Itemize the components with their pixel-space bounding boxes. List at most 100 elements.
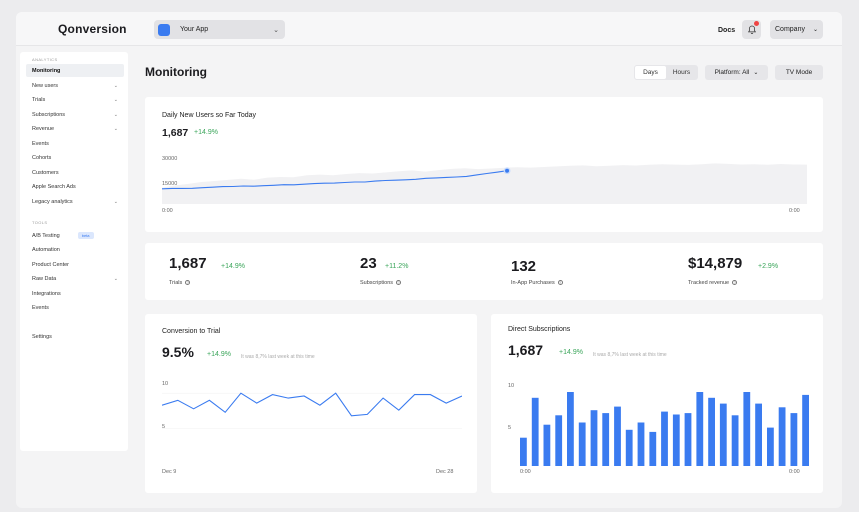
sidebar-item-label: A/B Testing bbox=[32, 232, 60, 239]
app-select-label: Your App bbox=[180, 26, 209, 33]
tab-hours[interactable]: Hours bbox=[672, 69, 691, 76]
sidebar-item-label: Settings bbox=[32, 333, 52, 340]
stat-trials-value: 1,687 bbox=[169, 255, 207, 272]
tv-mode-button[interactable]: TV Mode bbox=[775, 65, 823, 80]
platform-select-label: Platform: All bbox=[714, 69, 750, 76]
logo: Qonversion bbox=[58, 22, 127, 36]
stat-subscriptions-change: +11.2% bbox=[385, 263, 409, 270]
sidebar-item-settings[interactable]: Settings bbox=[26, 330, 124, 343]
bar bbox=[567, 392, 574, 466]
bar bbox=[778, 407, 786, 466]
platform-select[interactable]: Platform: All ⌄ bbox=[705, 65, 768, 80]
sidebar-item-label: Product Center bbox=[32, 261, 69, 268]
bar bbox=[684, 413, 692, 466]
bar bbox=[625, 429, 633, 466]
bar bbox=[802, 394, 809, 466]
sidebar-item-customers[interactable]: Customers bbox=[26, 166, 124, 179]
bar bbox=[743, 392, 751, 466]
direct-value: 1,687 bbox=[508, 342, 544, 358]
bar bbox=[649, 431, 657, 466]
info-icon: ? bbox=[732, 280, 738, 286]
sidebar-item-apple-search-ads[interactable]: Apple Search Ads bbox=[26, 180, 124, 193]
series-line bbox=[162, 392, 462, 417]
app-window: Qonversion Your App ⌄ Docs Company ⌄ ANA… bbox=[16, 12, 842, 508]
sidebar-item-raw-data[interactable]: Raw Data ⌄ bbox=[26, 272, 124, 285]
company-menu-label: Company bbox=[775, 26, 805, 33]
chevron-down-icon: ⌄ bbox=[113, 275, 118, 282]
stat-revenue-label: Tracked revenue? bbox=[688, 280, 738, 286]
company-menu[interactable]: Company ⌄ bbox=[770, 20, 823, 39]
sidebar-item-legacy-analytics[interactable]: Legacy analytics ⌄ bbox=[26, 195, 124, 208]
app-select[interactable]: Your App ⌄ bbox=[154, 20, 285, 39]
sidebar-section-analytics: ANALYTICS bbox=[32, 57, 58, 62]
sidebar-item-label: Events bbox=[32, 140, 49, 147]
stat-trials-label: Trials? bbox=[169, 280, 191, 286]
sidebar-item-new-users[interactable]: New users ⌄ bbox=[26, 79, 124, 92]
app-icon bbox=[158, 23, 170, 36]
sidebar-item-label: Integrations bbox=[32, 290, 61, 297]
current-point bbox=[505, 168, 510, 173]
bar bbox=[661, 411, 668, 466]
info-icon: ? bbox=[185, 280, 191, 286]
conversion-value: 9.5% bbox=[162, 344, 194, 360]
stat-subscriptions-label: Subscriptions? bbox=[360, 280, 402, 286]
stat-revenue-change: +2.9% bbox=[758, 263, 779, 270]
sidebar-item-integrations[interactable]: Integrations bbox=[26, 287, 124, 300]
bar bbox=[731, 415, 739, 466]
card-title: Direct Subscriptions bbox=[508, 326, 571, 333]
sidebar-item-label: Raw Data bbox=[32, 275, 57, 282]
bell-icon bbox=[747, 25, 756, 34]
chevron-down-icon: ⌄ bbox=[273, 26, 279, 34]
sidebar-item-trials[interactable]: Trials ⌄ bbox=[26, 93, 124, 106]
sidebar-item-events[interactable]: Events bbox=[26, 137, 124, 150]
bar bbox=[614, 406, 621, 466]
sidebar-item-monitoring[interactable]: Monitoring bbox=[26, 64, 124, 77]
sidebar-item-label: Legacy analytics bbox=[32, 198, 73, 205]
chevron-down-icon: ⌄ bbox=[113, 82, 118, 89]
sidebar-item-subscriptions[interactable]: Subscriptions ⌄ bbox=[26, 108, 124, 121]
bar bbox=[531, 397, 539, 466]
tab-days[interactable]: Days bbox=[635, 66, 666, 79]
sidebar: ANALYTICS Monitoring New users ⌄ Trials ⌄ … bbox=[20, 52, 128, 451]
notifications-button[interactable] bbox=[742, 20, 761, 39]
conversion-line-chart bbox=[162, 392, 462, 429]
chevron-down-icon: ⌄ bbox=[113, 198, 118, 205]
sidebar-item-tools-events[interactable]: Events bbox=[26, 301, 124, 314]
y-tick-label: 5 bbox=[162, 424, 166, 430]
sidebar-item-automation[interactable]: Automation bbox=[26, 243, 124, 256]
days-hours-toggle: Days Hours bbox=[634, 65, 698, 80]
card-title: Daily New Users so Far Today bbox=[162, 112, 257, 119]
sidebar-item-label: Revenue bbox=[32, 125, 55, 132]
y-tick-label: 5 bbox=[508, 425, 512, 431]
docs-link[interactable]: Docs bbox=[718, 27, 736, 34]
sidebar-item-label: Monitoring bbox=[32, 67, 61, 74]
sidebar-item-product-center[interactable]: Product Center bbox=[26, 258, 124, 271]
y-tick-label: 30000 bbox=[162, 156, 178, 162]
stat-trials-change: +14.9% bbox=[221, 263, 245, 270]
daily-users-chart bbox=[162, 163, 807, 204]
bar bbox=[719, 403, 727, 466]
sidebar-item-label: Subscriptions bbox=[32, 111, 66, 118]
card-title: Conversion to Trial bbox=[162, 328, 221, 335]
sidebar-section-tools: TOOLS bbox=[32, 220, 48, 225]
bar bbox=[767, 427, 774, 466]
stats-card: 1,687 +14.9% Trials? 23 +11.2% Subscript… bbox=[145, 243, 823, 300]
notification-dot bbox=[754, 21, 759, 26]
chevron-down-icon: ⌄ bbox=[113, 96, 118, 103]
sidebar-item-cohorts[interactable]: Cohorts bbox=[26, 151, 124, 164]
daily-change: +14.9% bbox=[194, 129, 218, 136]
sidebar-item-label: Trials bbox=[32, 96, 46, 103]
bar bbox=[590, 410, 598, 466]
sidebar-item-ab-testing[interactable]: A/B Testing beta bbox=[26, 229, 124, 242]
bar bbox=[520, 437, 527, 466]
sidebar-item-revenue[interactable]: Revenue ⌄ bbox=[26, 122, 124, 135]
x-tick-label: 0:00 bbox=[520, 469, 531, 475]
top-bar: Qonversion Your App ⌄ Docs Company ⌄ bbox=[16, 12, 842, 46]
sidebar-item-label: Apple Search Ads bbox=[32, 183, 76, 190]
direct-change: +14.9% bbox=[559, 349, 583, 356]
series-line bbox=[162, 170, 508, 190]
x-tick-label: Dec 28 bbox=[436, 469, 454, 475]
conversion-change: +14.9% bbox=[207, 351, 231, 358]
direct-note: It was 8,7% last week at this time bbox=[593, 352, 667, 358]
sidebar-item-label: Automation bbox=[32, 246, 60, 253]
